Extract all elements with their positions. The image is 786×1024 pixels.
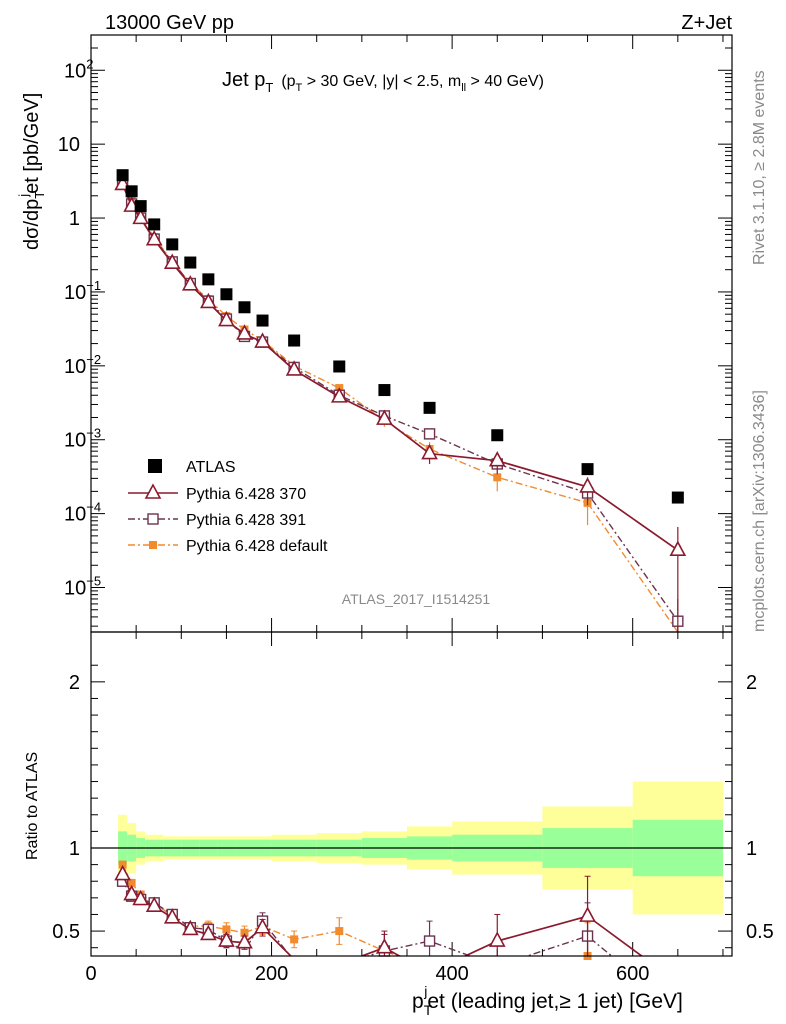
ratio-point-p370-2 bbox=[132, 889, 149, 906]
legend-atlas-label: ATLAS bbox=[186, 459, 236, 476]
main-point-p370-3 bbox=[145, 229, 163, 246]
main-point-p391-13 bbox=[423, 428, 436, 440]
ratio-point-pdef-11 bbox=[335, 927, 344, 936]
ratio-y-tick-label-right-1: 1 bbox=[746, 838, 757, 860]
legend-atlas-marker bbox=[148, 459, 162, 473]
ratio-point-pdef-10 bbox=[290, 935, 299, 944]
analysis-watermark: ATLAS_2017_I1514251 bbox=[342, 591, 491, 607]
atlas-point-12 bbox=[378, 384, 391, 397]
main-point-p370-5 bbox=[181, 275, 199, 291]
main-y-tick-label-6: 10−4 bbox=[64, 500, 101, 526]
main-y-tick-label-0: 102 bbox=[64, 56, 93, 82]
main-point-p370-13 bbox=[421, 443, 438, 460]
ratio-point-p370-0 bbox=[114, 864, 131, 881]
main-point-p370-12 bbox=[376, 409, 393, 425]
main-y-tick-label-7: 10−5 bbox=[64, 574, 101, 600]
atlas-point-14 bbox=[491, 429, 504, 442]
header-left-title: 13000 GeV pp bbox=[105, 12, 234, 34]
x-tick-label-0: 0 bbox=[85, 963, 96, 985]
ratio-y-axis-label: Ratio to ATLAS bbox=[24, 752, 41, 860]
main-point-p370-6 bbox=[200, 292, 217, 309]
atlas-point-3 bbox=[148, 218, 161, 231]
main-point-p370-14 bbox=[488, 451, 506, 467]
main-point-p370-10 bbox=[285, 360, 303, 376]
legend-p391-label: Pythia 6.428 391 bbox=[186, 512, 306, 529]
ratio-point-p370-5 bbox=[181, 919, 199, 936]
atlas-point-1 bbox=[125, 185, 138, 198]
ratio-plot-frame bbox=[90, 631, 733, 957]
ratio-point-p391-13 bbox=[423, 935, 436, 947]
rivet-label: Rivet 3.1.10, ≥ 2.8M events bbox=[751, 70, 768, 265]
x-tick-label-2: 400 bbox=[435, 963, 468, 985]
main-point-p370-2 bbox=[132, 208, 149, 225]
ratio-point-pdef-8 bbox=[240, 928, 249, 937]
main-point-p370-4 bbox=[163, 253, 181, 269]
atlas-data-points bbox=[116, 169, 684, 504]
ratio-point-p370-9 bbox=[254, 918, 271, 934]
ratio-point-pdef-1 bbox=[127, 878, 136, 887]
plot-title: Jet pT (pT > 30 GeV, |y| < 2.5, mll > 40 … bbox=[222, 69, 544, 95]
ratio-axis-ticks: 0.5 0.5 1 1 2 2 bbox=[52, 664, 774, 949]
main-point-pdef-14 bbox=[493, 473, 502, 482]
main-line-pdef bbox=[121, 178, 679, 633]
ratio-y-tick-label-right-2: 2 bbox=[746, 672, 757, 694]
ratio-point-p370-3 bbox=[145, 896, 163, 912]
mcplots-label: mcplots.cern.ch [arXiv:1306.3436] bbox=[751, 390, 768, 632]
ratio-point-pdef-0 bbox=[118, 860, 127, 869]
ratio-y-tick-label-0: 0.5 bbox=[52, 921, 80, 943]
atlas-point-7 bbox=[220, 288, 233, 301]
atlas-point-4 bbox=[166, 238, 179, 251]
ratio-point-p370-14 bbox=[488, 931, 506, 947]
atlas-point-15 bbox=[581, 463, 594, 476]
x-axis-label: pTjet (leading jet,≥ 1 jet) [GeV] bbox=[412, 983, 683, 1018]
ratio-point-p370-12 bbox=[376, 938, 393, 954]
main-point-p370-8 bbox=[236, 324, 253, 340]
legend-pdef-marker bbox=[149, 541, 157, 549]
ratio-y-tick-label-2: 2 bbox=[69, 672, 80, 694]
ratio-point-p370-6 bbox=[200, 924, 217, 941]
main-point-p370-11 bbox=[330, 387, 348, 403]
main-line-p391 bbox=[121, 182, 679, 622]
main-y-tick-label-3: 10−1 bbox=[64, 278, 101, 304]
atlas-point-6 bbox=[202, 273, 215, 286]
atlas-point-2 bbox=[134, 200, 147, 213]
main-point-p370-16 bbox=[669, 540, 687, 556]
legend-p370-marker bbox=[144, 483, 162, 499]
atlas-point-10 bbox=[288, 334, 301, 347]
main-point-p370-9 bbox=[254, 332, 271, 348]
ratio-point-p370-8 bbox=[236, 933, 253, 949]
ratio-point-p370-1 bbox=[123, 884, 140, 901]
ratio-y-tick-label-1: 1 bbox=[69, 838, 80, 860]
atlas-point-5 bbox=[184, 256, 197, 269]
atlas-point-11 bbox=[333, 360, 346, 373]
atlas-point-0 bbox=[116, 169, 129, 182]
main-y-tick-label-5: 10−3 bbox=[64, 426, 101, 452]
main-y-tick-label-4: 10−2 bbox=[64, 352, 101, 378]
atlas-point-9 bbox=[256, 314, 269, 327]
main-point-p370-15 bbox=[579, 477, 596, 493]
header-right-title: Z+Jet bbox=[681, 12, 732, 34]
mc-series bbox=[114, 174, 687, 960]
main-y-axis-label: dσ/dpTjet [pb/GeV] bbox=[16, 93, 47, 250]
main-axis-ticks: 102 10 1 10−1 10−2 10−3 10−4 10−5 0 200 400 600 bbox=[58, 34, 732, 985]
atlas-point-8 bbox=[238, 301, 251, 314]
x-tick-label-3: 600 bbox=[616, 963, 649, 985]
ratio-point-pdef-7 bbox=[222, 925, 231, 934]
main-y-tick-label-2: 1 bbox=[69, 208, 80, 230]
ratio-point-p370-15 bbox=[579, 906, 596, 922]
ratio-y-tick-label-right-0: 0.5 bbox=[746, 921, 774, 943]
legend-p391-marker bbox=[147, 513, 159, 525]
atlas-point-16 bbox=[671, 491, 684, 504]
main-point-p370-7 bbox=[218, 310, 235, 327]
legend-pdef-label: Pythia 6.428 default bbox=[186, 538, 328, 555]
main-y-tick-label-1: 10 bbox=[58, 134, 80, 156]
legend-p370-label: Pythia 6.428 370 bbox=[186, 486, 306, 503]
x-tick-label-1: 200 bbox=[255, 963, 288, 985]
ratio-point-p370-7 bbox=[218, 931, 235, 947]
ratio-point-p370-4 bbox=[163, 908, 181, 924]
atlas-point-13 bbox=[423, 401, 436, 414]
legend: ATLAS Pythia 6.428 370 Pythia 6.428 391 … bbox=[128, 459, 328, 555]
